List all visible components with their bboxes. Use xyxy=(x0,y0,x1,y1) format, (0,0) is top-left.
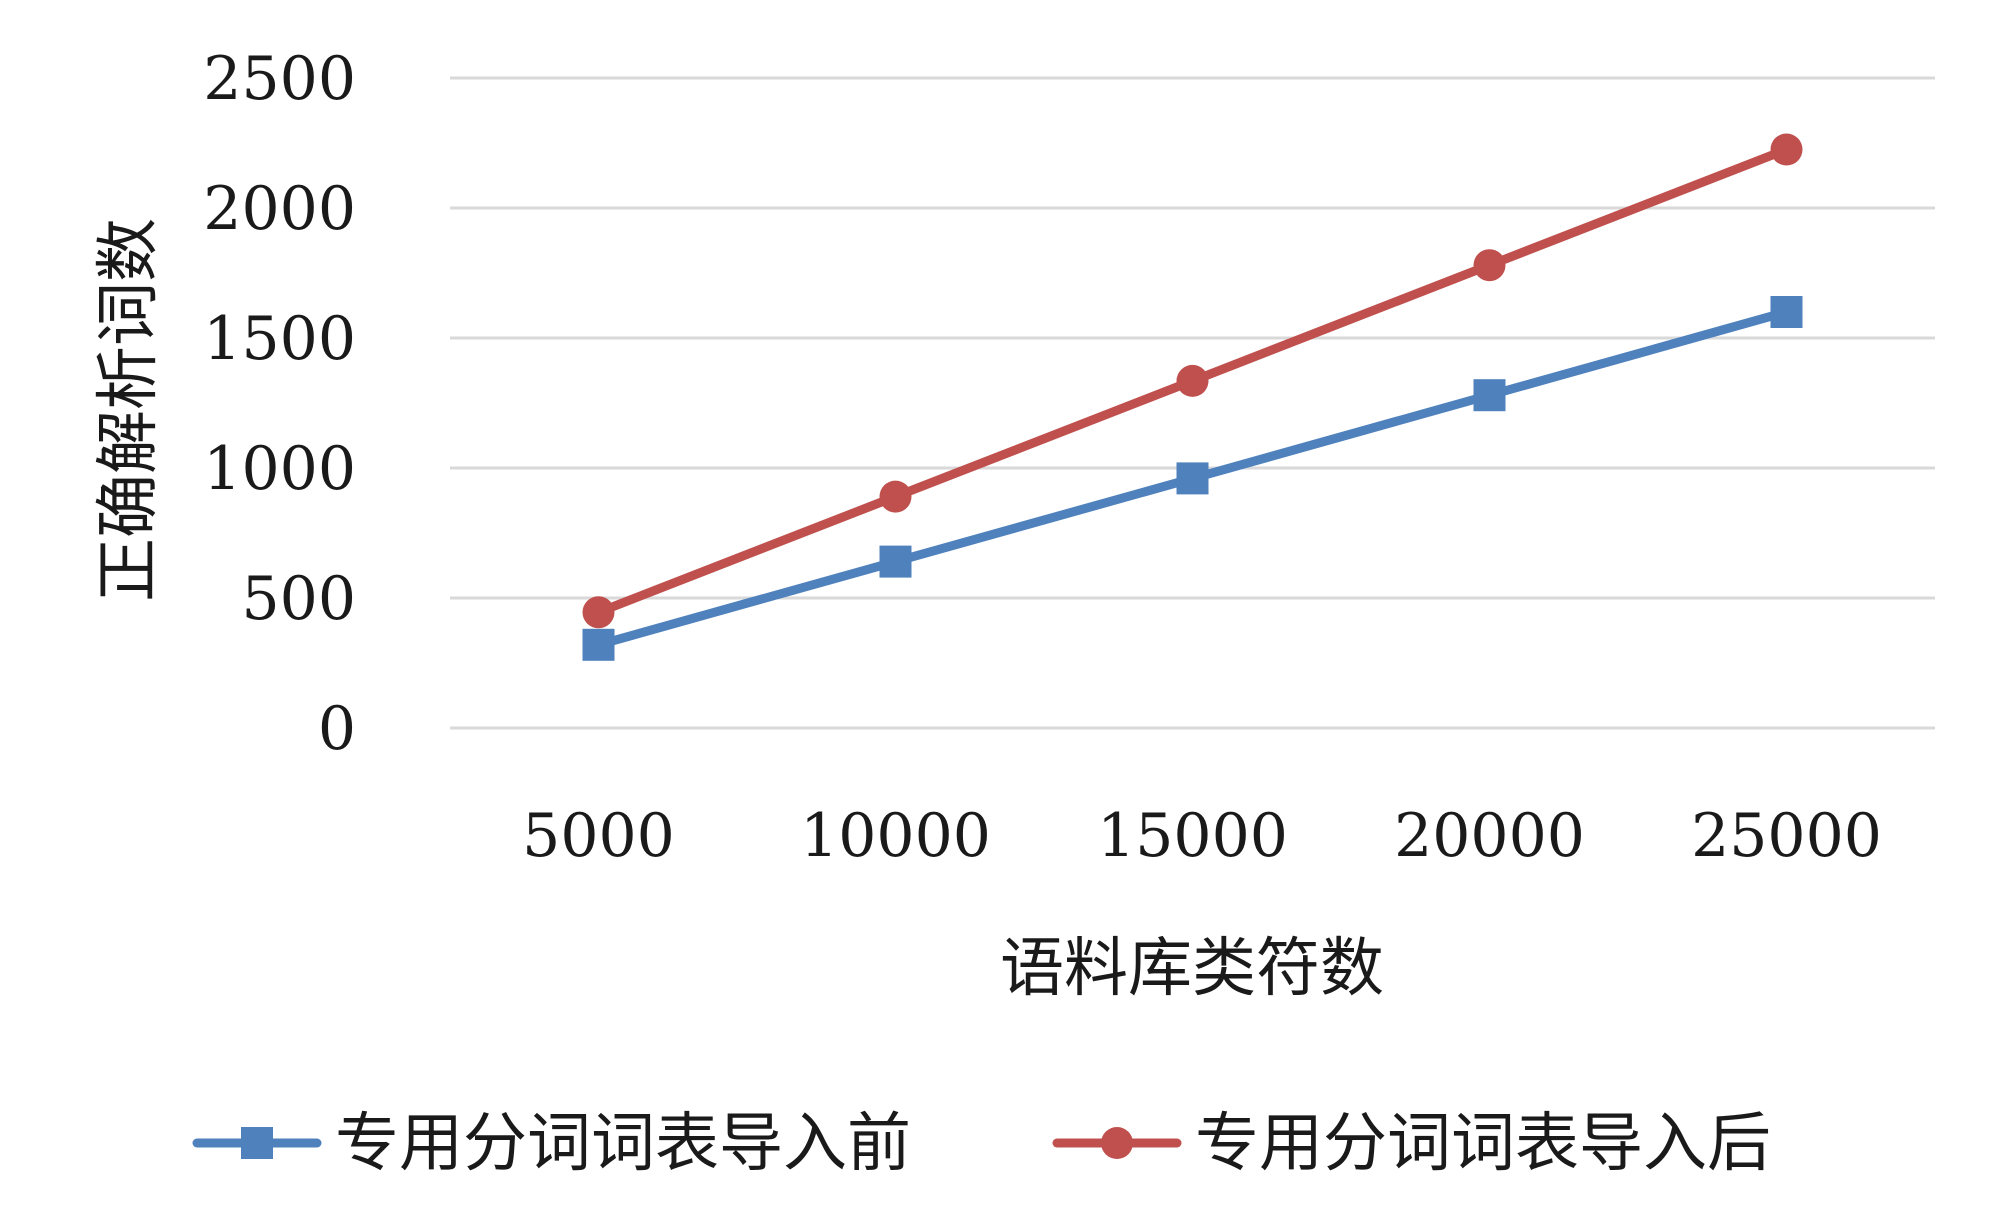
legend-square-marker xyxy=(241,1127,273,1159)
data-point-circle xyxy=(1473,249,1506,282)
x-tick-label: 15000 xyxy=(1097,801,1288,871)
data-point-circle xyxy=(879,480,912,513)
y-tick-label: 500 xyxy=(241,564,356,634)
data-point-circle xyxy=(582,596,615,629)
series-1 xyxy=(582,296,1803,661)
series-layer xyxy=(582,133,1803,661)
y-tick-label: 1500 xyxy=(203,304,356,374)
data-point-square xyxy=(879,545,912,578)
y-tick-label: 2000 xyxy=(203,174,356,244)
y-tick-label: 2500 xyxy=(203,44,356,114)
data-point-circle xyxy=(1176,364,1209,397)
y-axis-title: 正确解析词数 xyxy=(92,218,166,602)
data-point-square xyxy=(1473,379,1506,412)
legend-item-1: 专用分词词表导入前 xyxy=(192,1107,911,1181)
data-point-square xyxy=(1176,462,1209,495)
x-tick-label: 20000 xyxy=(1394,801,1585,871)
x-tick-label: 25000 xyxy=(1691,801,1882,871)
legend-circle-marker xyxy=(1101,1127,1133,1159)
x-tick-label: 5000 xyxy=(522,801,675,871)
legend-label: 专用分词词表导入前 xyxy=(335,1107,911,1181)
y-tick-label: 0 xyxy=(318,694,356,764)
legend-item-2: 专用分词词表导入后 xyxy=(1052,1107,1771,1181)
legend: 专用分词词表导入前 专用分词词表导入后 xyxy=(192,1107,1771,1181)
data-point-square xyxy=(1770,296,1803,328)
x-axis-title: 语料库类符数 xyxy=(1000,932,1384,1006)
data-point-square xyxy=(582,628,615,661)
x-tick-label: 10000 xyxy=(800,801,991,871)
legend-label: 专用分词词表导入后 xyxy=(1195,1107,1771,1181)
x-axis-ticks: 5000 10000 15000 20000 25000 xyxy=(522,801,1882,871)
series-2 xyxy=(582,133,1803,629)
y-axis-ticks: 0 500 1000 1500 2000 2500 xyxy=(203,44,356,764)
data-point-circle xyxy=(1770,133,1803,166)
y-tick-label: 1000 xyxy=(203,434,356,504)
